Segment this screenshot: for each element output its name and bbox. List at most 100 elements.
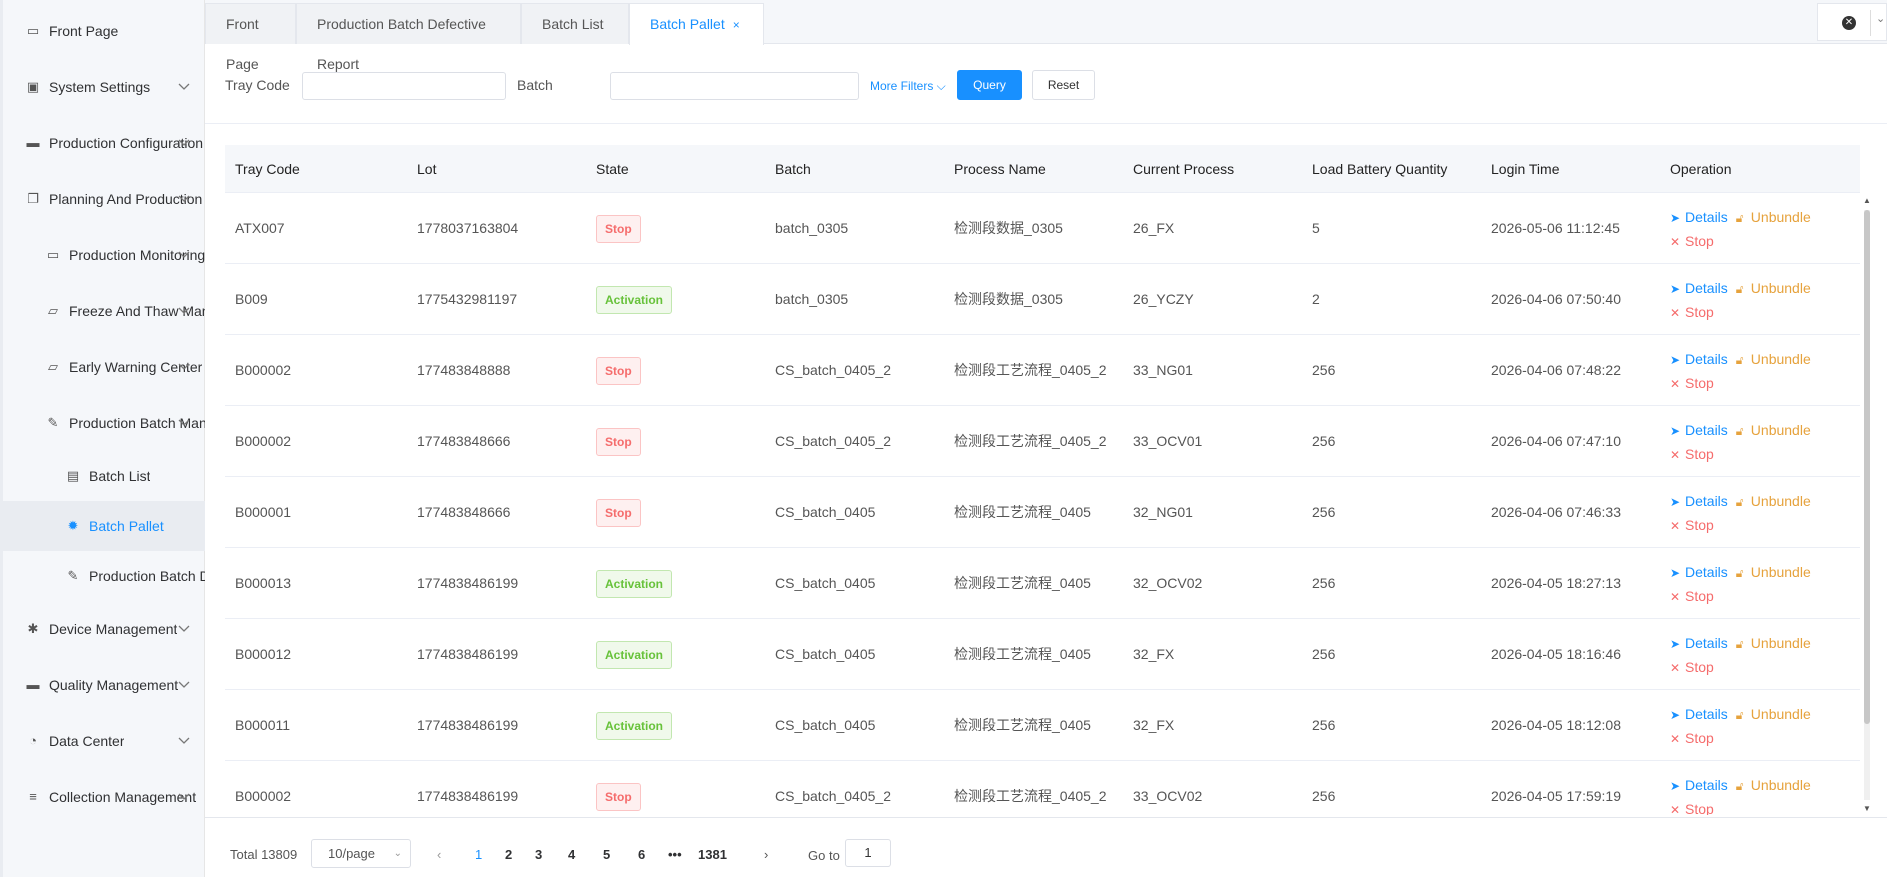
table-header: Tray Code Lot State Batch Process Name Curren… <box>225 145 1860 193</box>
cell-process: 检测段工艺流程_0405 <box>954 575 1091 591</box>
table-scrollbar[interactable]: ▲ ▼ <box>1862 196 1872 816</box>
unbundle-link[interactable]: 🔓︎ Unbundle <box>1736 206 1811 230</box>
sidebar-item[interactable]: ≡ Collection Management <box>3 772 205 822</box>
unbundle-link[interactable]: 🔓︎ Unbundle <box>1736 561 1811 585</box>
page-number[interactable]: 5 <box>603 847 611 862</box>
cell-process: 检测段工艺流程_0405 <box>954 646 1091 662</box>
sidebar-item[interactable]: ▱ Early Warning Center <box>3 342 205 392</box>
next-page-icon[interactable]: › <box>764 847 769 862</box>
close-icon[interactable]: × <box>732 18 740 32</box>
prev-page-icon[interactable]: ‹ <box>437 847 442 862</box>
sidebar-item[interactable]: ❐ Planning And Production <box>3 174 205 224</box>
cell-qty: 256 <box>1312 362 1336 378</box>
send-icon: ➤ <box>1670 424 1681 438</box>
column-header: Login Time <box>1491 161 1560 177</box>
tab-tools: ✕ ⌄ <box>1817 3 1887 41</box>
stop-link[interactable]: ✕ Stop <box>1670 301 1714 325</box>
chevron-down-icon[interactable]: ⌄ <box>1876 13 1886 25</box>
stop-label: Stop <box>1685 304 1714 320</box>
details-link[interactable]: ➤ Details <box>1670 348 1728 372</box>
row-operations: ➤ Details 🔓︎ Unbundle ✕ Stop <box>1670 561 1860 609</box>
details-link[interactable]: ➤ Details <box>1670 490 1728 514</box>
tab-batch-pallet[interactable]: Batch Pallet × <box>629 3 764 45</box>
stop-link[interactable]: ✕ Stop <box>1670 443 1714 467</box>
sidebar-item[interactable]: ▱ Freeze And Thaw Mana <box>3 286 205 336</box>
status-badge: Activation <box>596 712 673 740</box>
cell-process: 检测段数据_0305 <box>954 220 1063 236</box>
unbundle-link[interactable]: 🔓︎ Unbundle <box>1736 632 1811 656</box>
stop-label: Stop <box>1685 446 1714 462</box>
stop-link[interactable]: ✕ Stop <box>1670 727 1714 751</box>
sidebar-item-label: Early Warning Center <box>69 359 203 375</box>
unbundle-link[interactable]: 🔓︎ Unbundle <box>1736 774 1811 798</box>
more-pages-icon[interactable]: ••• <box>668 847 682 862</box>
cell-qty: 256 <box>1312 504 1336 520</box>
query-button[interactable]: Query <box>957 70 1022 100</box>
page-number[interactable]: 4 <box>568 847 576 862</box>
sidebar-item[interactable]: ✱ Device Management <box>3 604 205 654</box>
more-filters-link[interactable]: More Filters ⌵ <box>870 79 946 94</box>
reset-button[interactable]: Reset <box>1032 70 1095 100</box>
sidebar-item[interactable]: ▭ Front Page <box>3 6 205 56</box>
details-link[interactable]: ➤ Details <box>1670 774 1728 798</box>
sidebar-item[interactable]: ✎ Production Batch Man <box>3 398 205 448</box>
sidebar-item[interactable]: ◔ Data Center <box>3 716 205 766</box>
stop-link[interactable]: ✕ Stop <box>1670 798 1714 815</box>
unbundle-link[interactable]: 🔓︎ Unbundle <box>1736 419 1811 443</box>
page-number[interactable]: 1381 <box>698 847 727 862</box>
goto-input[interactable]: 1 <box>845 839 891 867</box>
lock-icon: 🔓︎ <box>1735 637 1744 651</box>
tab-front-page[interactable]: Front Page <box>205 3 296 72</box>
sidebar-item-label: Data Center <box>49 733 125 749</box>
stop-label: Stop <box>1685 375 1714 391</box>
scroll-down-icon[interactable]: ▼ <box>1863 804 1871 813</box>
sidebar-item[interactable]: ▬ Quality Management <box>3 660 205 710</box>
stop-label: Stop <box>1685 517 1714 533</box>
page-number[interactable]: 6 <box>638 847 646 862</box>
unbundle-link[interactable]: 🔓︎ Unbundle <box>1736 490 1811 514</box>
stop-label: Stop <box>1685 730 1714 746</box>
details-link[interactable]: ➤ Details <box>1670 206 1728 230</box>
stop-link[interactable]: ✕ Stop <box>1670 656 1714 680</box>
details-label: Details <box>1685 493 1728 509</box>
send-icon: ➤ <box>1670 779 1681 793</box>
sidebar-item[interactable]: ▬ Production Configuration <box>3 118 205 168</box>
sidebar-item[interactable]: ▣ System Settings <box>3 62 205 112</box>
tab-bar: Front Page Production Batch Defective Re… <box>205 0 1887 72</box>
sidebar-item[interactable]: ▤ Batch List <box>3 451 205 501</box>
cell-batch: CS_batch_0405 <box>775 646 876 662</box>
unbundle-label: Unbundle <box>1750 635 1811 651</box>
details-link[interactable]: ➤ Details <box>1670 703 1728 727</box>
unbundle-link[interactable]: 🔓︎ Unbundle <box>1736 703 1811 727</box>
stop-link[interactable]: ✕ Stop <box>1670 585 1714 609</box>
tab-production-batch-defective-report[interactable]: Production Batch Defective Report <box>296 3 521 72</box>
tab-batch-list[interactable]: Batch List <box>521 3 629 44</box>
stop-link[interactable]: ✕ Stop <box>1670 372 1714 396</box>
sidebar-item-label: Collection Management <box>49 789 197 805</box>
tray-code-input[interactable] <box>302 72 506 100</box>
details-link[interactable]: ➤ Details <box>1670 561 1728 585</box>
batch-input[interactable] <box>610 72 859 100</box>
page-number[interactable]: 1 <box>475 847 483 862</box>
details-link[interactable]: ➤ Details <box>1670 419 1728 443</box>
stop-link[interactable]: ✕ Stop <box>1670 230 1714 254</box>
stop-label: Stop <box>1685 801 1714 815</box>
page-number[interactable]: 3 <box>535 847 543 862</box>
close-all-tabs-icon[interactable]: ✕ <box>1842 16 1856 30</box>
details-link[interactable]: ➤ Details <box>1670 632 1728 656</box>
page-number[interactable]: 2 <box>505 847 513 862</box>
details-link[interactable]: ➤ Details <box>1670 277 1728 301</box>
sidebar-item-label: Planning And Production <box>49 191 203 207</box>
close-icon: ✕ <box>1670 661 1681 675</box>
unbundle-link[interactable]: 🔓︎ Unbundle <box>1736 348 1811 372</box>
scroll-up-icon[interactable]: ▲ <box>1863 196 1871 205</box>
sidebar-item[interactable]: ▭ Production Monitoring <box>3 230 205 280</box>
sidebar-item[interactable]: ✎ Production Batch D <box>3 551 205 601</box>
page-size-select[interactable]: 10/page ⌄ <box>311 839 411 868</box>
scroll-thumb[interactable] <box>1864 210 1870 724</box>
unbundle-link[interactable]: 🔓︎ Unbundle <box>1736 277 1811 301</box>
sidebar-item-label: Production Monitoring <box>69 247 205 263</box>
sidebar-item[interactable]: ✹ Batch Pallet <box>3 501 205 551</box>
tab-label: Front Page <box>226 16 259 72</box>
stop-link[interactable]: ✕ Stop <box>1670 514 1714 538</box>
